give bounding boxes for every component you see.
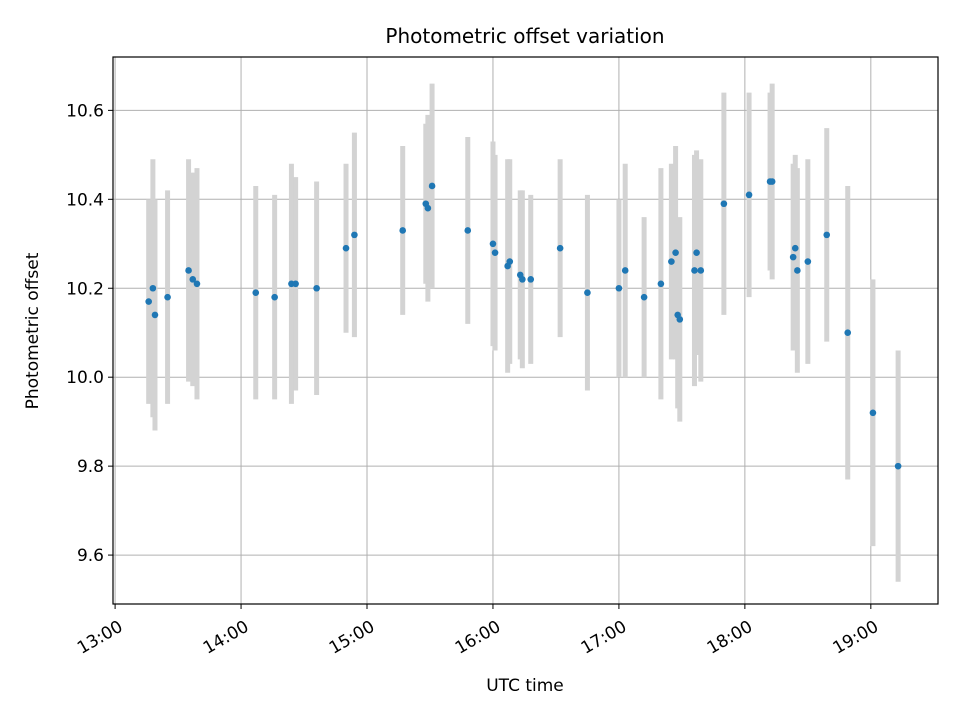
data-point xyxy=(676,316,684,323)
data-point xyxy=(519,276,526,283)
chart-title: Photometric offset variation xyxy=(385,24,664,48)
data-point xyxy=(794,267,801,274)
data-point xyxy=(424,204,432,212)
data-point xyxy=(464,227,472,234)
data-point xyxy=(556,244,564,252)
data-point xyxy=(672,249,679,256)
data-point xyxy=(804,258,812,265)
data-point xyxy=(791,244,799,252)
data-point xyxy=(720,200,728,208)
data-point xyxy=(691,267,698,274)
data-point xyxy=(489,240,497,248)
data-point xyxy=(145,298,152,305)
data-point xyxy=(342,244,350,252)
data-point xyxy=(640,293,648,301)
data-points xyxy=(145,178,902,470)
data-point xyxy=(869,409,877,417)
data-point xyxy=(193,280,201,288)
data-point xyxy=(149,284,157,292)
data-point xyxy=(399,227,406,234)
data-point xyxy=(292,280,299,288)
data-point xyxy=(189,276,197,283)
data-point xyxy=(252,289,260,296)
data-point xyxy=(491,249,499,256)
data-point xyxy=(621,267,629,274)
plot-frame xyxy=(112,56,939,605)
data-point xyxy=(768,178,776,185)
data-point xyxy=(151,311,159,319)
y-tick-label: 10.2 xyxy=(66,279,104,299)
data-point xyxy=(615,284,623,292)
y-tick-label: 9.8 xyxy=(77,457,104,477)
data-point xyxy=(271,293,278,301)
data-point xyxy=(351,231,358,239)
data-point xyxy=(428,182,436,190)
data-point xyxy=(313,284,320,292)
y-tick-label: 10.0 xyxy=(66,368,104,388)
data-point xyxy=(894,462,902,470)
data-point xyxy=(844,329,852,337)
y-tick-label: 9.6 xyxy=(77,546,104,566)
y-axis: 9.6 9.8 10.0 10.2 10.4 10.6 xyxy=(66,101,113,566)
y-tick-label: 10.6 xyxy=(66,101,104,121)
y-tick-label: 10.4 xyxy=(66,190,104,210)
data-point xyxy=(697,267,705,274)
data-point xyxy=(506,258,514,265)
data-point xyxy=(527,276,535,283)
data-point xyxy=(668,258,675,265)
data-point xyxy=(789,253,797,261)
data-point xyxy=(584,289,591,296)
data-point xyxy=(657,280,665,288)
data-point xyxy=(823,231,831,239)
x-axis-label: UTC time xyxy=(486,676,564,696)
data-point xyxy=(693,249,700,256)
data-point xyxy=(745,191,753,199)
data-point xyxy=(164,293,171,301)
data-point xyxy=(185,267,192,274)
y-axis-label: Photometric offset xyxy=(23,252,43,409)
